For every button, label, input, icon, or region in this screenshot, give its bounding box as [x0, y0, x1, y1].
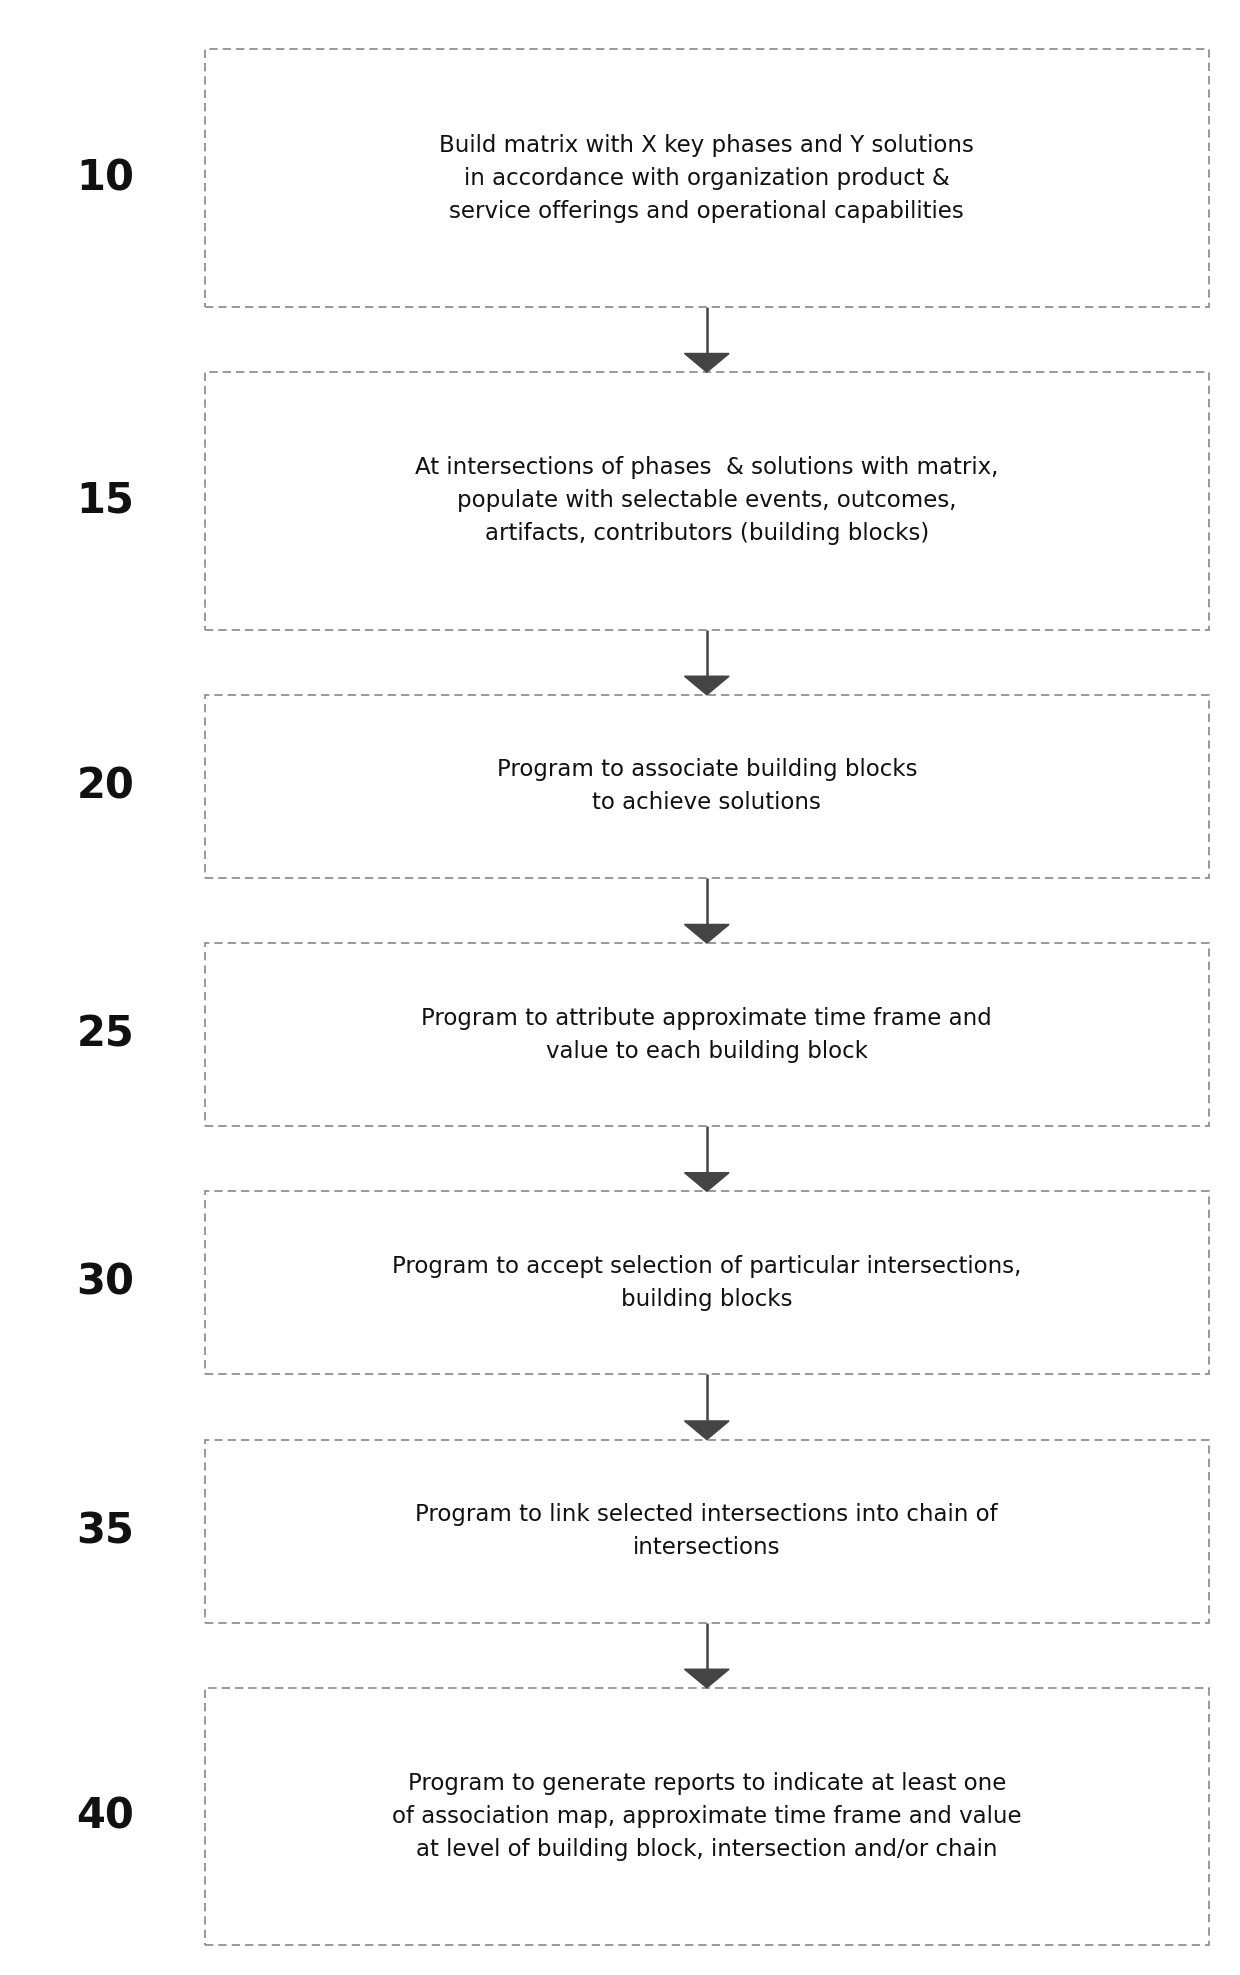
Text: Program to attribute approximate time frame and
value to each building block: Program to attribute approximate time fr… [422, 1007, 992, 1063]
Text: 30: 30 [77, 1262, 134, 1304]
Text: 20: 20 [77, 766, 134, 808]
Text: Program to link selected intersections into chain of
intersections: Program to link selected intersections i… [415, 1503, 998, 1558]
Polygon shape [684, 354, 729, 371]
Bar [205, 1440, 1209, 1623]
Text: 10: 10 [77, 158, 134, 199]
Text: 40: 40 [77, 1795, 134, 1837]
Polygon shape [684, 1173, 729, 1191]
Text: At intersections of phases  & solutions with matrix,
populate with selectable ev: At intersections of phases & solutions w… [415, 456, 998, 545]
Polygon shape [684, 924, 729, 944]
Bar [205, 695, 1209, 879]
Bar [205, 49, 1209, 306]
Text: 25: 25 [77, 1013, 134, 1055]
Text: Program to accept selection of particular intersections,
building blocks: Program to accept selection of particula… [392, 1254, 1022, 1311]
Text: Program to generate reports to indicate at least one
of association map, approxi: Program to generate reports to indicate … [392, 1772, 1022, 1860]
Polygon shape [684, 675, 729, 695]
Bar [205, 1689, 1209, 1945]
Text: 15: 15 [77, 480, 134, 521]
Bar [205, 1191, 1209, 1375]
Bar [205, 944, 1209, 1126]
Polygon shape [684, 1420, 729, 1440]
Text: Build matrix with X key phases and Y solutions
in accordance with organization p: Build matrix with X key phases and Y sol… [439, 134, 975, 223]
Bar [205, 371, 1209, 630]
Polygon shape [684, 1669, 729, 1689]
Text: 35: 35 [77, 1511, 134, 1552]
Text: Program to associate building blocks
to achieve solutions: Program to associate building blocks to … [496, 758, 918, 814]
